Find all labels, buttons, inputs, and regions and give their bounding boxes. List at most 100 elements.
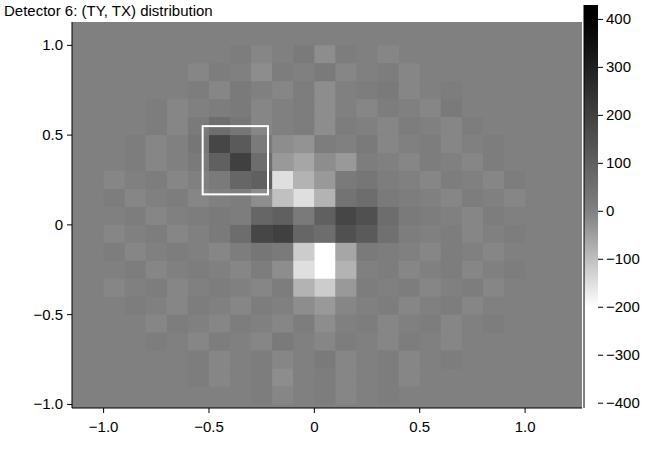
- cell: [378, 99, 399, 117]
- cell: [125, 243, 146, 261]
- cell: [462, 297, 483, 315]
- cell: [314, 99, 335, 117]
- cell: [230, 315, 251, 333]
- cell: [357, 315, 378, 333]
- cell: [335, 315, 356, 333]
- cell: [357, 117, 378, 135]
- cell: [441, 297, 462, 315]
- cell: [483, 135, 504, 153]
- cell: [209, 81, 230, 99]
- cell: [314, 261, 335, 279]
- cell: [167, 81, 188, 99]
- color-tick: [598, 403, 603, 404]
- cell: [335, 386, 356, 404]
- cell: [483, 207, 504, 225]
- cell: [504, 189, 525, 207]
- cell: [146, 171, 167, 189]
- cell: [335, 99, 356, 117]
- cell: [483, 171, 504, 189]
- cell: [441, 135, 462, 153]
- cell: [314, 279, 335, 297]
- color-tick-label: −100: [606, 250, 640, 267]
- cell: [314, 369, 335, 387]
- cell: [314, 63, 335, 81]
- cell: [146, 225, 167, 243]
- cell: [335, 45, 356, 63]
- cell: [314, 243, 335, 261]
- cell: [188, 207, 209, 225]
- cell: [335, 225, 356, 243]
- cell: [504, 153, 525, 171]
- cell: [462, 261, 483, 279]
- cell: [378, 243, 399, 261]
- x-tick: [103, 408, 104, 413]
- cell: [357, 225, 378, 243]
- cell: [314, 386, 335, 404]
- y-tick-label: 1.0: [42, 36, 63, 53]
- cell: [357, 297, 378, 315]
- cell: [378, 261, 399, 279]
- cell: [293, 297, 314, 315]
- color-tick-label: 300: [606, 58, 631, 75]
- cell: [251, 351, 272, 369]
- y-tick-label: 0: [55, 216, 63, 233]
- cell: [167, 189, 188, 207]
- cell: [251, 369, 272, 387]
- x-tick-label: −1.0: [89, 418, 119, 435]
- cell: [399, 369, 420, 387]
- cell: [230, 135, 251, 153]
- cell: [209, 315, 230, 333]
- cell: [441, 243, 462, 261]
- cell: [399, 207, 420, 225]
- y-tick: [67, 135, 72, 136]
- cell: [378, 153, 399, 171]
- cell: [104, 189, 125, 207]
- color-tick-label: −300: [606, 346, 640, 363]
- cell: [251, 386, 272, 404]
- color-bar-edge: [584, 5, 585, 408]
- cell: [462, 153, 483, 171]
- cell: [293, 189, 314, 207]
- cell: [251, 333, 272, 351]
- cell: [167, 333, 188, 351]
- cell: [399, 297, 420, 315]
- cell: [314, 333, 335, 351]
- cell: [146, 189, 167, 207]
- cell: [357, 369, 378, 387]
- cell: [230, 189, 251, 207]
- cell: [483, 153, 504, 171]
- cell: [230, 153, 251, 171]
- cell: [441, 99, 462, 117]
- cell: [104, 243, 125, 261]
- cell: [272, 243, 293, 261]
- cell: [462, 189, 483, 207]
- cell: [420, 243, 441, 261]
- color-tick-label: 400: [606, 10, 631, 27]
- color-tick-label: −200: [606, 298, 640, 315]
- cell: [230, 207, 251, 225]
- cell: [293, 351, 314, 369]
- cell: [293, 99, 314, 117]
- cell: [272, 171, 293, 189]
- cell: [188, 351, 209, 369]
- x-tick: [208, 408, 209, 413]
- cell: [420, 261, 441, 279]
- cell: [504, 261, 525, 279]
- cell: [272, 189, 293, 207]
- cell: [272, 207, 293, 225]
- cell: [146, 243, 167, 261]
- cell: [314, 81, 335, 99]
- cell: [188, 369, 209, 387]
- cell: [251, 81, 272, 99]
- cell: [504, 207, 525, 225]
- cell: [357, 153, 378, 171]
- cell: [441, 117, 462, 135]
- x-tick: [525, 408, 526, 413]
- cell: [146, 333, 167, 351]
- cell: [293, 279, 314, 297]
- chart: Detector 6: (TY, TX) distribution−1.0−0.…: [0, 0, 651, 452]
- cell: [420, 207, 441, 225]
- cell: [441, 279, 462, 297]
- cell: [272, 351, 293, 369]
- cell: [104, 225, 125, 243]
